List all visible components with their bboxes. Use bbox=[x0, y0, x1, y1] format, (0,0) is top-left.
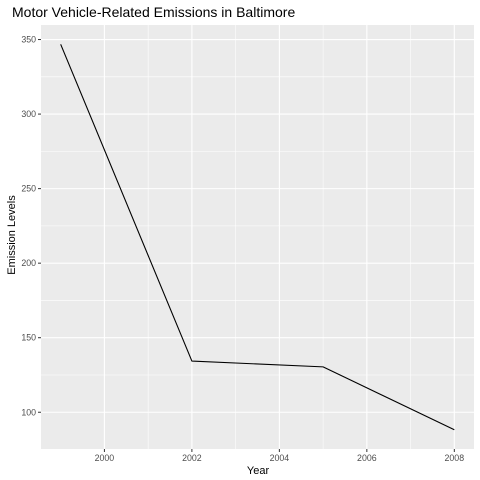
y-tick-label: 300 bbox=[21, 109, 36, 119]
x-tick-label: 2000 bbox=[95, 453, 115, 463]
x-tick-label: 2008 bbox=[445, 453, 465, 463]
x-axis-title: Year bbox=[247, 465, 270, 477]
y-tick-label: 250 bbox=[21, 184, 36, 194]
x-tick-label: 2006 bbox=[357, 453, 377, 463]
chart-title: Motor Vehicle-Related Emissions in Balti… bbox=[12, 4, 295, 20]
plot-panel bbox=[41, 25, 474, 449]
x-tick-label: 2004 bbox=[270, 453, 290, 463]
y-tick-label: 350 bbox=[21, 35, 36, 45]
y-axis-title: Emission Levels bbox=[6, 195, 18, 275]
y-tick-label: 100 bbox=[21, 407, 36, 417]
y-tick-label: 150 bbox=[21, 333, 36, 343]
x-tick-label: 2002 bbox=[182, 453, 202, 463]
y-tick-label: 200 bbox=[21, 258, 36, 268]
